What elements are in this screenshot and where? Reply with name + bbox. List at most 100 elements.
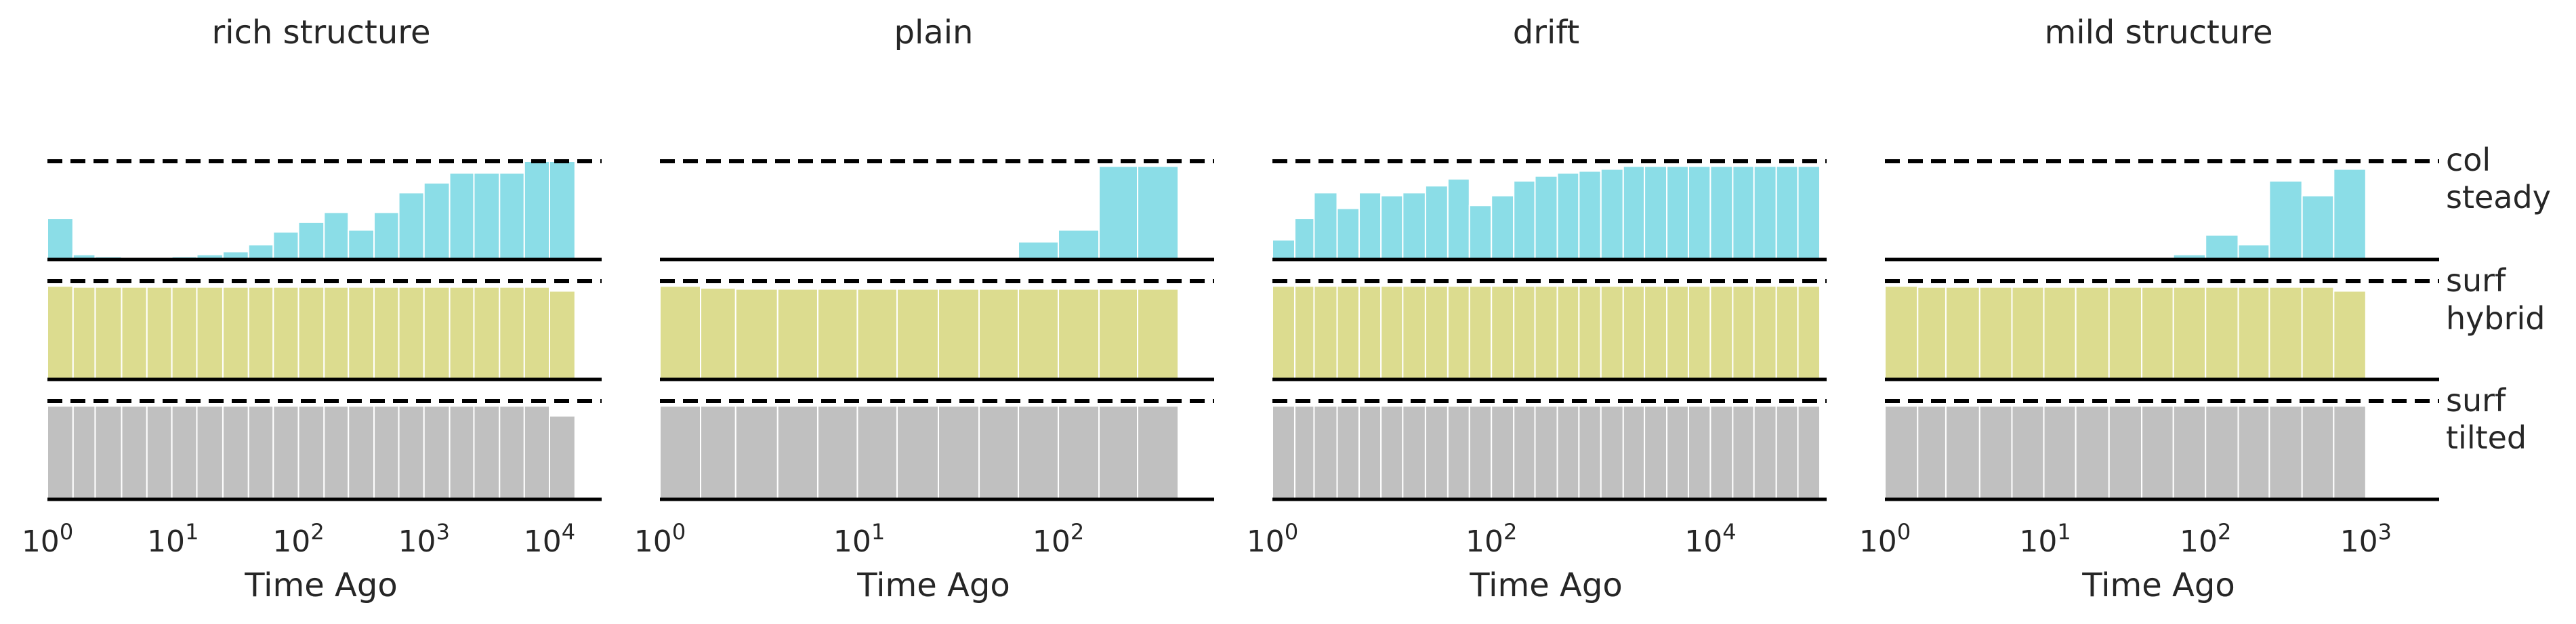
bin-col-steady [1491,194,1515,260]
x-tick-label: 100 [1859,519,1911,559]
bin-surf-hybrid [2205,286,2239,381]
bin-surf-tilted [2237,405,2270,500]
bin-surf-hybrid [2237,286,2270,381]
bin-surf-tilted [171,405,198,500]
bin-surf-tilted [94,405,123,500]
bin-surf-hybrid [1137,288,1180,380]
panel-title: plain [894,14,974,51]
bin-surf-hybrid [373,286,400,381]
bin-surf-tilted [2075,405,2110,500]
panel-1: rich structure 100 101 102 103 104 Time Ago [22,14,602,604]
bin-surf-hybrid [1336,285,1360,380]
bin-col-steady [1424,185,1449,260]
x-tick-label: 100 [22,519,73,559]
bin-surf-hybrid [1556,285,1580,380]
bin-surf-hybrid [1884,285,1919,380]
bin-col-steady [1058,229,1100,260]
bin-surf-tilted [1058,405,1100,500]
bin-surf-tilted [1358,405,1382,500]
bin-col-steady [1098,165,1139,260]
bin-col-steady [523,161,550,260]
bin-col-steady [1018,241,1060,260]
bin-surf-tilted [121,405,148,500]
bin-surf-tilted [1556,405,1580,500]
bin-surf-tilted [1709,405,1734,500]
bin-surf-hybrid [499,286,525,381]
bin-surf-hybrid [1491,285,1515,380]
bin-surf-tilted [499,405,525,500]
series-col-steady [1272,165,1821,261]
bin-col-steady [1336,207,1360,261]
bin-surf-hybrid [523,286,550,381]
bin-surf-tilted [423,405,451,500]
bin-surf-tilted [1513,405,1536,500]
bin-surf-tilted [1978,405,2013,500]
panel-4: mild structure 100 101 102 103 Time Ago [1859,14,2439,604]
x-tick-label: 101 [2019,519,2071,559]
bin-surf-hybrid [1600,285,1624,380]
bin-surf-tilted [734,405,778,500]
bin-surf-tilted [1622,405,1646,500]
bin-surf-tilted [1797,405,1821,500]
panel-title: rich structure [212,14,431,51]
bin-surf-tilted [1600,405,1624,500]
bin-surf-tilted [1336,405,1360,500]
bin-col-steady [423,182,451,260]
bin-surf-tilted [272,405,299,500]
bin-surf-tilted [1775,405,1799,500]
bin-col-steady [1358,192,1382,260]
bin-col-steady [1797,165,1821,260]
bin-col-steady [1644,165,1668,260]
bin-surf-hybrid [348,286,375,381]
bin-surf-tilted [72,405,96,500]
bin-surf-hybrid [700,287,736,380]
bin-surf-hybrid [1732,285,1755,380]
series-surf-hybrid [659,285,1180,380]
bin-surf-tilted [1884,405,1919,500]
bin-surf-hybrid [2075,286,2110,381]
bin-surf-tilted [2172,405,2207,500]
bin-col-steady [473,172,501,260]
panel-title: drift [1513,14,1579,51]
bin-col-steady [323,211,350,260]
bin-surf-hybrid [1293,285,1315,380]
bin-col-steady [1468,205,1493,260]
bin-surf-tilted [1491,405,1515,500]
bin-col-steady [499,172,525,260]
panel-3: drift 100 102 104 Time Ago [1247,14,1827,604]
bin-surf-tilted [1272,405,1295,500]
bin-surf-hybrid [2172,286,2207,381]
bin-col-steady [1313,192,1338,260]
bin-surf-hybrid [247,286,274,381]
bin-surf-tilted [1137,405,1180,500]
bin-surf-hybrid [2108,286,2143,381]
bin-col-steady [1732,165,1755,260]
bin-surf-tilted [297,405,325,500]
bin-surf-hybrid [548,290,576,380]
x-axis-label: Time Ago [2081,566,2235,604]
bin-surf-hybrid [1534,285,1558,380]
bin-col-steady [2333,168,2367,260]
bin-col-steady [1578,170,1602,260]
bin-surf-tilted [348,405,375,500]
bin-surf-tilted [473,405,501,500]
bin-col-steady [449,172,475,260]
bin-surf-tilted [523,405,550,500]
bin-surf-hybrid [423,286,451,381]
bin-surf-hybrid [1978,286,2013,381]
bin-col-steady [1666,165,1689,260]
bin-col-steady [1556,172,1580,260]
bin-surf-hybrid [1447,285,1470,380]
series-surf-tilted [47,405,576,500]
bin-surf-hybrid [734,288,778,380]
series-surf-hybrid [1272,285,1821,380]
bin-surf-hybrid [196,286,224,381]
bin-col-steady [1513,180,1536,260]
bin-surf-hybrid [222,286,249,381]
x-tick-label: 103 [2340,519,2392,559]
series-surf-hybrid [1884,285,2367,381]
bin-surf-hybrid [1578,285,1602,380]
bin-surf-hybrid [1666,285,1689,380]
bin-surf-hybrid [2043,286,2077,381]
